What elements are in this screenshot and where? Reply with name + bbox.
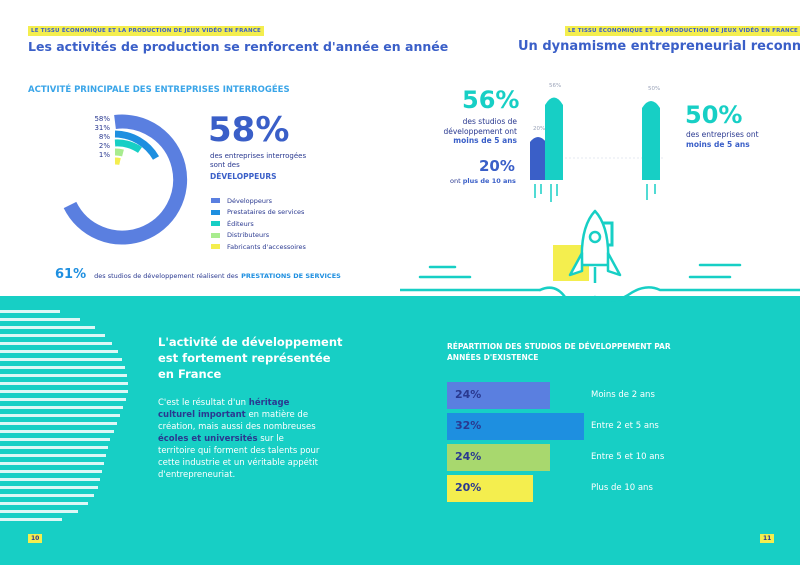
legend-item: Développeurs	[211, 195, 306, 207]
footer-emph: PRESTATIONS DE SERVICES	[241, 272, 341, 280]
right-section-tag: LE TISSU ÉCONOMIQUE ET LA PRODUCTION DE …	[565, 26, 800, 36]
big-value-58: 58%	[208, 110, 290, 150]
bar-category-label: Moins de 2 ans	[591, 390, 655, 400]
page-number-left: 10	[28, 534, 43, 543]
footer-text: des studios de développement réalisent d…	[94, 272, 239, 280]
legend-item: Prestataires de services	[211, 207, 306, 219]
legend-swatch	[211, 221, 220, 227]
right-headline: Un dynamisme entrepreneurial reconnu	[518, 39, 800, 54]
legend-item: Éditeurs	[211, 218, 306, 230]
legend-item: Distributeurs	[211, 230, 306, 242]
bar-category-label: Plus de 10 ans	[591, 483, 653, 493]
stat2-value: 20%	[479, 157, 515, 175]
left-section-tag: LE TISSU ÉCONOMIQUE ET LA PRODUCTION DE …	[28, 26, 265, 36]
legend-swatch	[211, 244, 220, 250]
bar-category-label: Entre 5 et 10 ans	[591, 452, 665, 462]
rocket-smoke	[400, 263, 800, 303]
activity-legend: Développeurs Prestataires de services Éd…	[211, 195, 306, 253]
legend-swatch	[211, 232, 220, 238]
rocket-bar-50	[642, 101, 660, 180]
ring-pct-label: 31%	[94, 124, 110, 132]
france-map-stripes	[0, 310, 128, 521]
ring-pct-label: 58%	[94, 115, 110, 123]
bar-3: 20%	[447, 475, 533, 502]
services-footer: 61% des studios de développement réalise…	[55, 267, 341, 282]
big-desc-emph: DÉVELOPPEURS	[210, 172, 277, 181]
rocket-label-56: 56%	[549, 83, 562, 89]
bar-value-label: 24%	[455, 388, 482, 401]
ring-editeurs	[114, 139, 142, 153]
ring-pct-label: 1%	[98, 151, 110, 159]
lower-paragraph: C'est le résultat d'un héritage culturel…	[158, 398, 320, 480]
ring-pct-labels: 58% 31% 8% 2% 1%	[80, 115, 110, 159]
bar-category-label: Entre 2 et 5 ans	[591, 421, 659, 431]
page-number-right: 11	[760, 534, 775, 543]
stat1-desc: des studios de développement ont moins d…	[443, 117, 517, 145]
legend-swatch	[211, 198, 220, 204]
legend-item: Fabricants d'accessoires	[211, 241, 306, 253]
activity-ring-chart	[63, 114, 188, 245]
left-headline: Les activités de production se renforcen…	[28, 39, 449, 54]
ring-developpeurs	[63, 114, 188, 245]
bar-0: 24%	[447, 382, 550, 409]
rocket-bar-20	[530, 137, 546, 180]
ring-distributeurs	[114, 148, 124, 157]
ring-prestataires	[114, 130, 160, 160]
bar-value-label: 20%	[455, 481, 482, 494]
rocket-label-50: 50%	[648, 86, 661, 92]
big-desc-line1: des entreprises interrogées	[210, 152, 307, 160]
big-desc-line2: sont des	[210, 161, 240, 169]
activity-section-title: ACTIVITÉ PRINCIPALE DES ENTREPRISES INTE…	[28, 85, 290, 95]
rocket-bar-56	[545, 97, 563, 180]
legend-swatch	[211, 209, 220, 215]
bar-value-label: 24%	[455, 450, 482, 463]
stat2-desc: ont plus de 10 ans	[450, 177, 516, 185]
big-desc: des entreprises interrogées sont des DÉV…	[210, 152, 306, 181]
ring-fabricants	[114, 157, 121, 165]
ring-pct-label: 8%	[98, 133, 110, 141]
rocket-bars	[530, 97, 665, 202]
stat1-value: 56%	[462, 86, 520, 114]
bar-1: 32%	[447, 413, 584, 440]
rocket-illustration	[400, 209, 800, 303]
rocket-label-20: 20%	[533, 126, 546, 132]
rocket-icon	[568, 209, 622, 283]
teal-background	[0, 296, 800, 565]
bar-value-label: 32%	[455, 419, 482, 432]
bar-2: 24%	[447, 444, 550, 471]
lower-title: L'activité de développement est fortemen…	[158, 335, 343, 381]
chart-title: RÉPARTITION DES STUDIOS DE DÉVELOPPEMENT…	[447, 342, 671, 362]
ring-pct-label: 2%	[98, 142, 110, 150]
stat3-desc: des entreprises ont moins de 5 ans	[686, 130, 759, 149]
stat3-value: 50%	[685, 101, 743, 129]
footer-value: 61%	[55, 267, 87, 282]
